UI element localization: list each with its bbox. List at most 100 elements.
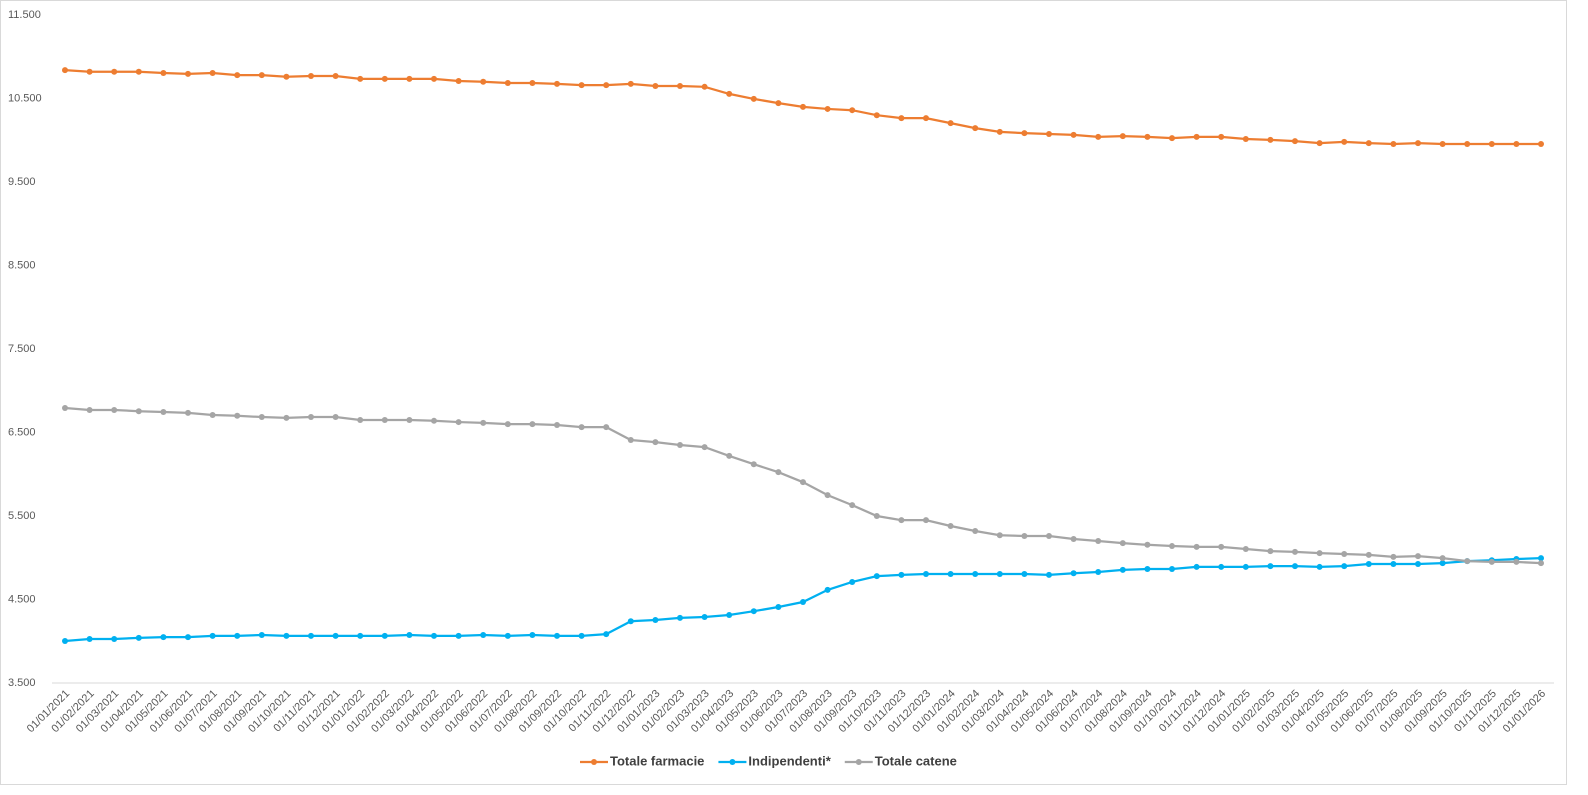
y-tick-label: 7.500 — [8, 343, 36, 355]
data-point — [1341, 550, 1348, 557]
data-point — [701, 614, 708, 621]
data-point — [1316, 563, 1323, 570]
data-point — [455, 632, 462, 639]
data-point — [455, 419, 462, 426]
data-point — [824, 492, 831, 499]
data-point — [947, 571, 954, 578]
data-point — [652, 82, 659, 89]
data-point — [209, 411, 216, 418]
data-point — [160, 409, 167, 416]
data-point — [824, 586, 831, 593]
data-point — [750, 608, 757, 615]
data-point — [62, 405, 68, 412]
data-point — [209, 70, 216, 77]
data-point — [332, 632, 339, 639]
data-point — [1464, 141, 1471, 148]
data-point — [1538, 141, 1544, 148]
y-tick-label: 8.500 — [8, 259, 36, 271]
data-point — [923, 115, 929, 122]
data-point — [1439, 560, 1446, 567]
data-point — [504, 421, 511, 428]
data-point — [357, 632, 364, 639]
data-point — [603, 82, 610, 89]
data-point — [160, 634, 167, 641]
data-point — [1070, 131, 1077, 138]
chart-border — [0, 0, 1567, 785]
data-point — [677, 442, 683, 449]
data-point — [258, 72, 265, 79]
y-tick-label: 6.500 — [8, 426, 36, 438]
data-point — [185, 70, 191, 77]
data-point — [800, 599, 806, 606]
data-point — [898, 571, 905, 578]
data-point — [898, 517, 905, 524]
data-point — [652, 439, 659, 446]
data-point — [1267, 548, 1274, 555]
data-point — [775, 100, 782, 107]
data-point — [1119, 566, 1126, 573]
data-point — [1341, 563, 1348, 570]
data-point — [554, 80, 560, 87]
data-point — [480, 78, 487, 85]
data-point — [947, 523, 954, 530]
data-point — [1464, 558, 1471, 565]
data-point — [898, 115, 905, 122]
data-point — [308, 72, 314, 79]
data-point — [111, 406, 118, 413]
data-point — [185, 409, 191, 416]
data-point — [135, 634, 142, 641]
data-point — [726, 90, 733, 97]
data-point — [800, 103, 806, 110]
data-point — [1316, 140, 1323, 147]
data-point — [701, 444, 708, 451]
data-point — [431, 417, 437, 424]
data-point — [381, 632, 388, 639]
data-point — [1021, 533, 1028, 540]
data-point — [726, 611, 733, 618]
data-point — [1267, 563, 1274, 570]
data-point — [62, 637, 68, 644]
legend-marker — [729, 759, 736, 765]
data-point — [1144, 541, 1151, 548]
data-point — [800, 479, 806, 486]
data-point — [849, 107, 856, 114]
data-point — [1021, 130, 1028, 137]
data-point — [1169, 566, 1175, 573]
data-point — [160, 70, 167, 77]
y-tick-label: 4.500 — [8, 593, 36, 605]
data-point — [1439, 141, 1446, 148]
data-point — [923, 517, 929, 524]
data-point — [529, 631, 536, 638]
data-point — [504, 80, 511, 87]
data-point — [234, 412, 241, 419]
data-point — [873, 573, 880, 580]
data-point — [1193, 563, 1200, 570]
data-point — [701, 83, 708, 90]
data-point — [873, 513, 880, 519]
data-point — [677, 82, 683, 89]
data-point — [1513, 141, 1520, 148]
data-point — [1169, 543, 1175, 550]
data-point — [996, 571, 1003, 578]
data-point — [1046, 130, 1052, 137]
data-point — [234, 72, 241, 79]
data-point — [529, 80, 536, 87]
data-point — [1242, 563, 1249, 570]
y-tick-label: 9.500 — [8, 176, 36, 188]
y-tick-label: 5.500 — [8, 510, 36, 522]
data-point — [1144, 133, 1151, 140]
data-point — [504, 632, 511, 639]
data-point — [923, 571, 929, 578]
data-point — [996, 128, 1003, 135]
legend-label: Totale farmacie — [610, 753, 704, 768]
data-point — [972, 125, 979, 132]
y-tick-label: 10.500 — [8, 92, 42, 104]
data-point — [750, 461, 757, 468]
data-point — [1218, 133, 1225, 140]
data-point — [726, 452, 733, 459]
y-tick-label: 3.500 — [8, 677, 36, 689]
data-point — [1415, 140, 1421, 147]
data-point — [86, 68, 93, 75]
data-point — [431, 75, 437, 82]
